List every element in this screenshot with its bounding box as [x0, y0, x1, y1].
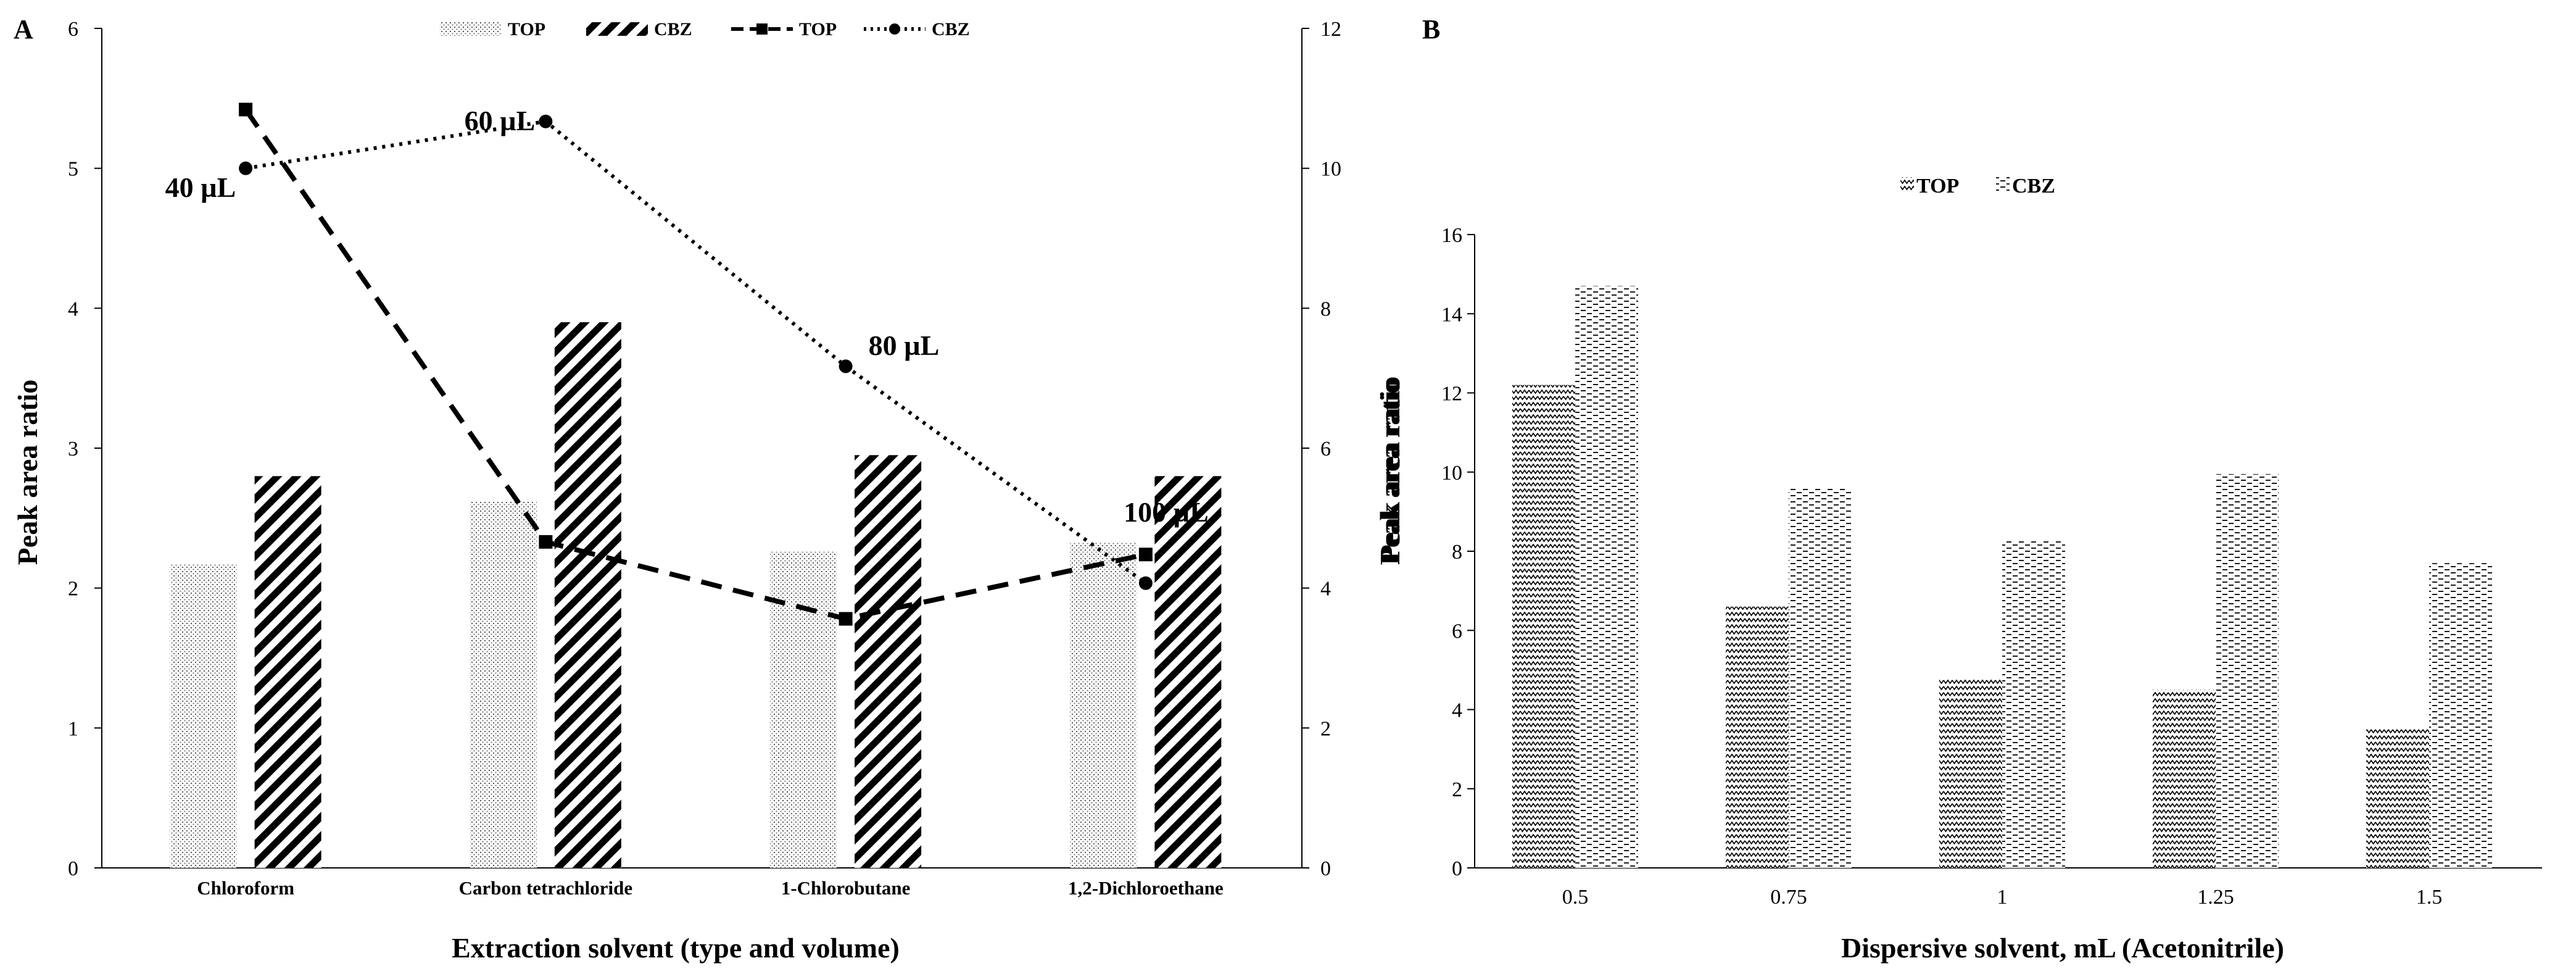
- panel-a-y-tick-label: 3: [68, 438, 78, 460]
- panel-a-bar-top: [770, 551, 837, 868]
- panel-b-y-tick-label: 8: [1452, 541, 1462, 564]
- panel-b-x-tick-label: 1.25: [2197, 886, 2234, 909]
- panel-a-marker-top: [239, 102, 253, 117]
- panel-b-bar-top: [2366, 729, 2429, 868]
- panel-b-legend: TOP CBZ: [1900, 175, 2055, 198]
- panel-a-bar-top: [170, 564, 237, 868]
- panel-b-bar-cbz: [2216, 473, 2279, 868]
- panel-b-bar-top: [1939, 678, 2002, 868]
- panel-b-y-tick-label: 12: [1441, 383, 1462, 406]
- panel-a-y-tick-label: 1: [68, 717, 78, 740]
- panel-a-x-tick-label: 1-Chlorobutane: [781, 877, 911, 899]
- panel-b-y-axis-title-visible: Peak area ratio: [1374, 377, 1406, 562]
- legend-marker-cbz: [889, 23, 900, 35]
- panel-a-y-tick-label: 5: [68, 158, 78, 181]
- panel-a-y2-tick-label: 0: [1320, 857, 1331, 880]
- panel-b-legend-label-top: TOP: [1916, 175, 1959, 198]
- panel-b: B TOP CBZ 0 2 4 6 8 10 12 14 16 0.5 0.75 1 1.25 1.5 Di…: [1374, 14, 2542, 964]
- panel-a-y2-tick-label: 10: [1320, 158, 1341, 181]
- panel-b-legend-swatch-cbz: [1996, 177, 2010, 192]
- panel-a-marker-top: [539, 535, 553, 549]
- panel-a-bar-cbz: [855, 455, 922, 868]
- panel-a-x-axis-title: Extraction solvent (type and volume): [452, 932, 900, 964]
- panel-b-y-tick-label: 0: [1452, 857, 1462, 880]
- panel-a-y-axis-title: Peak area ratio: [12, 380, 43, 565]
- panel-a-x-tick-label: Carbon tetrachloride: [459, 877, 633, 899]
- panel-a-y-tick-label: 2: [68, 578, 78, 601]
- panel-b-bar-top: [1726, 606, 1789, 868]
- panel-a-x-tick-label: Chloroform: [197, 877, 294, 899]
- panel-a-y2-axis-title: Peak area ratio: [1374, 380, 1406, 565]
- panel-b-x-axis-title: Dispersive solvent, mL (Acetonitrile): [1841, 932, 2284, 964]
- panel-a-y2-tick-label: 2: [1320, 717, 1331, 740]
- panel-a-bars: [170, 322, 1222, 868]
- panel-b-bar-cbz: [1575, 286, 1638, 868]
- panel-a-marker-cbz: [839, 359, 853, 373]
- panel-a-bar-cbz: [1154, 476, 1222, 868]
- panel-a-line-top: [243, 108, 1146, 622]
- panel-a-marker-cbz: [1138, 576, 1153, 590]
- panel-a-y2-tick-label: 6: [1320, 438, 1331, 460]
- panel-a-marker-cbz: [539, 114, 553, 128]
- panel-b-y-tick-label: 16: [1441, 224, 1462, 247]
- panel-a-marker-cbz: [239, 161, 253, 175]
- panel-b-bars: [1512, 286, 2492, 868]
- panel-a-volume-label: 40 µL: [165, 172, 236, 203]
- panel-a-y2-tick-label: 4: [1320, 578, 1331, 601]
- panel-a-marker-top: [1138, 548, 1153, 562]
- panel-b-y-tick-label: 2: [1452, 778, 1462, 801]
- panel-b-x-tick-label: 1: [1997, 886, 2008, 909]
- panel-a-y2-tick-label: 8: [1320, 298, 1331, 320]
- panel-a-bar-top: [1070, 541, 1137, 868]
- panel-a-bar-cbz: [254, 476, 321, 868]
- panel-b-bar-cbz: [2002, 541, 2065, 868]
- panel-a-y2-tick-label: 12: [1320, 18, 1341, 41]
- legend-label-top: TOP: [508, 19, 545, 40]
- panel-b-x-tick-label: 0.5: [1562, 886, 1589, 909]
- panel-a-volume-label: 60 µL: [465, 105, 536, 136]
- legend-swatch-bar-top: [440, 22, 502, 36]
- panel-a-marker-top: [839, 612, 853, 626]
- panel-a-line-cbz: [245, 119, 1147, 585]
- legend-label-cbz: CBZ: [654, 19, 692, 40]
- legend-label-top: TOP: [799, 19, 837, 40]
- panel-b-y-tick-label: 14: [1441, 303, 1462, 326]
- panel-b-bar-cbz: [2429, 563, 2492, 868]
- legend-marker-top: [756, 23, 768, 35]
- panel-a-letter: A: [14, 14, 33, 44]
- panel-b-bar-top: [1512, 385, 1575, 868]
- panel-a-lines: [239, 102, 1153, 626]
- panel-a-volume-label: 100 µL: [1124, 496, 1209, 528]
- panel-a-y-tick-label: 6: [68, 18, 78, 41]
- legend-label-cbz: CBZ: [932, 19, 970, 40]
- panel-a-annotations: 40 µL 60 µL 80 µL 100 µL: [165, 105, 1209, 528]
- panel-a: A TOP CBZ TOP CBZ 0123456024681012Chlorofor…: [12, 14, 1406, 964]
- panel-b-letter: B: [1422, 14, 1440, 44]
- panel-a-bar-top: [470, 501, 537, 868]
- panel-b-legend-label-cbz: CBZ: [2012, 175, 2055, 198]
- panel-b-bar-cbz: [1789, 488, 1852, 868]
- panel-a-bar-cbz: [554, 322, 621, 868]
- legend-swatch-bar-cbz: [586, 22, 648, 36]
- panel-b-x-tick-label: 1.5: [2416, 886, 2443, 909]
- panel-b-y-tick-label: 4: [1452, 699, 1462, 722]
- panel-a-y-tick-label: 4: [68, 298, 78, 320]
- panel-a-x-tick-label: 1,2-Dichloroethane: [1068, 877, 1224, 899]
- panel-b-legend-swatch-top: [1900, 177, 1914, 192]
- panel-b-x-tick-label: 0.75: [1770, 886, 1807, 909]
- panel-b-bar-top: [2153, 689, 2216, 868]
- panel-a-volume-label: 80 µL: [869, 330, 940, 361]
- panel-a-y-tick-label: 0: [68, 857, 78, 880]
- panel-b-y-tick-label: 6: [1452, 620, 1462, 643]
- panel-a-legend: TOP CBZ TOP CBZ: [440, 19, 970, 40]
- panel-b-y-tick-label: 10: [1441, 462, 1462, 485]
